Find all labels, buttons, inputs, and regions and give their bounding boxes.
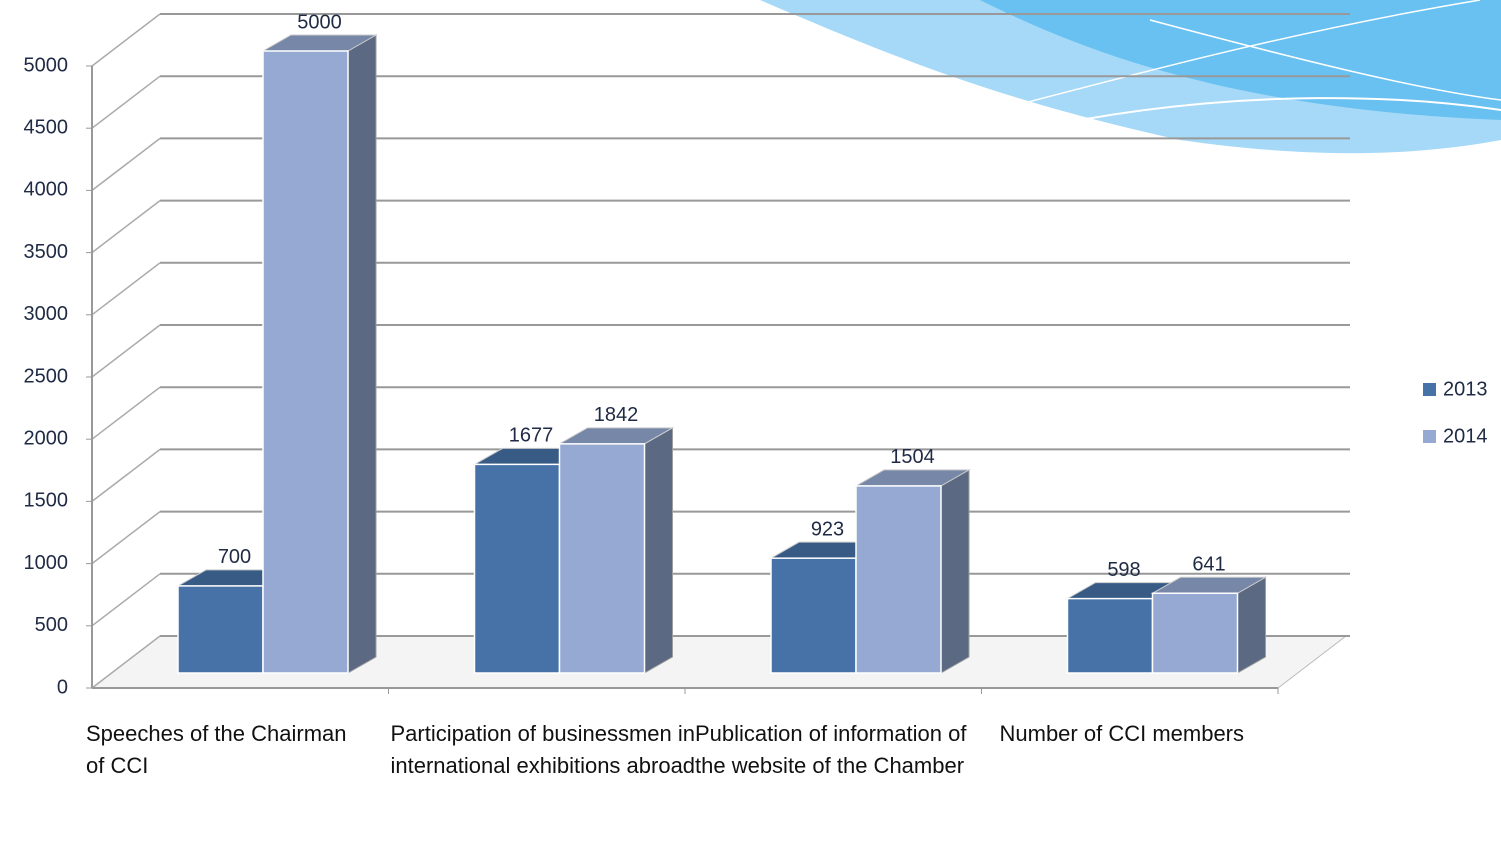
bar-front xyxy=(560,444,645,673)
bar xyxy=(1153,577,1266,673)
bar-front xyxy=(475,464,560,673)
grid-line xyxy=(92,76,160,128)
page: 0 500 1000 1500 2000 2500 3000 3500 4000 4500 5000… xyxy=(0,0,1501,852)
bar xyxy=(263,35,376,673)
y-tick-label: 2000 xyxy=(24,427,69,449)
x-tick-label: Publication of information of the websit… xyxy=(695,718,995,782)
bar-side xyxy=(941,470,969,673)
value-label: 1842 xyxy=(594,404,639,426)
bar-front xyxy=(1153,593,1238,673)
grid-line xyxy=(92,138,160,190)
bar-front xyxy=(856,486,941,673)
bar-front xyxy=(178,586,263,673)
grid-line xyxy=(92,201,160,253)
bar-front xyxy=(771,558,856,673)
y-tick-label: 4500 xyxy=(24,116,69,138)
y-tick-label: 2500 xyxy=(24,365,69,387)
x-tick-label: Participation of businessmen in internat… xyxy=(391,718,701,782)
bar-front xyxy=(1068,599,1153,673)
value-label: 923 xyxy=(811,518,844,540)
bar-side xyxy=(1238,577,1266,673)
legend-label: 2013 xyxy=(1443,378,1488,400)
bar xyxy=(560,428,673,673)
y-tick-label: 1000 xyxy=(24,552,69,574)
grid-line xyxy=(92,325,160,377)
legend-label: 2014 xyxy=(1443,425,1488,447)
bar-side xyxy=(645,428,673,673)
grid-line xyxy=(92,574,160,626)
y-tick-label: 0 xyxy=(57,676,68,698)
grid-line xyxy=(92,387,160,439)
grid-line xyxy=(92,14,160,66)
value-label: 1677 xyxy=(509,425,554,447)
grid-line xyxy=(92,263,160,315)
y-tick-label: 1500 xyxy=(24,490,69,512)
bar xyxy=(856,470,969,673)
legend-swatch xyxy=(1423,383,1436,396)
x-tick-label: Number of CCI members xyxy=(1000,718,1300,750)
value-label: 598 xyxy=(1107,559,1140,581)
value-label: 641 xyxy=(1192,554,1225,576)
grid-line xyxy=(92,449,160,501)
y-tick-label: 3000 xyxy=(24,303,69,325)
y-tick-label: 5000 xyxy=(24,54,69,76)
bar-side xyxy=(348,35,376,673)
y-tick-label: 500 xyxy=(35,614,68,636)
y-tick-label: 3500 xyxy=(24,241,69,263)
x-tick-label: Speeches of the Chairman of CCI xyxy=(86,718,356,782)
value-label: 700 xyxy=(218,546,251,568)
value-label: 5000 xyxy=(297,11,342,33)
y-tick-label: 4000 xyxy=(24,179,69,201)
legend-swatch xyxy=(1423,430,1436,443)
grid-line xyxy=(92,512,160,564)
value-label: 1504 xyxy=(890,446,935,468)
bar-front xyxy=(263,51,348,673)
